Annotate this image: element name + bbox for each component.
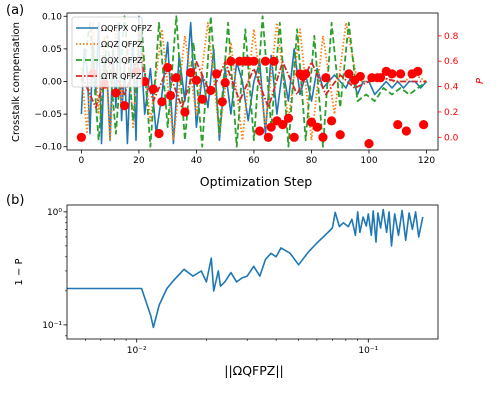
- p-marker: [335, 130, 345, 140]
- p-marker: [375, 73, 386, 83]
- p-marker: [269, 56, 279, 66]
- x-tick-label: 10⁻²: [127, 346, 147, 356]
- p-marker: [326, 116, 337, 126]
- p-marker: [148, 84, 158, 94]
- p-marker: [419, 120, 429, 130]
- x-tick-label: 0: [79, 156, 85, 166]
- p-marker: [220, 78, 230, 88]
- p-marker: [318, 132, 328, 142]
- p-marker: [217, 97, 227, 107]
- x-tick-label: 20: [133, 156, 145, 166]
- p-marker: [283, 113, 294, 123]
- p-marker: [364, 139, 374, 149]
- panel-b-y-label: 1 − P: [14, 258, 25, 285]
- panel-b-y-ticks: 10⁰ 10⁻¹: [42, 208, 67, 337]
- x-tick-label: 40: [191, 156, 203, 166]
- p-marker: [289, 132, 299, 142]
- p-marker: [206, 85, 216, 95]
- panel-b: (b) 10⁻² 10⁻¹ 10⁰ 10⁻¹ 1 − P ||ΩQFPZ||: [6, 193, 439, 378]
- p-marker: [413, 66, 423, 76]
- p-marker: [355, 71, 365, 82]
- panel-a-y2-ticks: 0.0 0.2 0.4 0.6 0.8: [438, 32, 459, 143]
- p-marker: [186, 68, 196, 78]
- p-marker: [157, 97, 167, 107]
- x-tick-label: 60: [248, 156, 260, 166]
- p-marker: [396, 69, 406, 79]
- p-marker: [301, 69, 311, 79]
- series-line-3: [80, 54, 427, 109]
- p-marker: [255, 126, 265, 136]
- p-marker: [260, 56, 271, 66]
- y2-tick-label: 0.4: [444, 83, 459, 93]
- y2-tick-label: 0.8: [444, 32, 459, 42]
- p-marker: [191, 75, 202, 85]
- y-tick-label: 0.05: [42, 45, 62, 55]
- p-marker: [119, 101, 130, 111]
- p-marker: [249, 56, 259, 66]
- panel-a-y-label: Crosstalk compensation: [11, 22, 22, 142]
- legend-label-qz: ΩQZ QFPZ: [101, 40, 143, 49]
- panel-b-series: [67, 208, 424, 329]
- p-marker: [263, 132, 273, 142]
- p-marker: [312, 122, 322, 132]
- legend-label-qfpx: ΩQFPX QFPZ: [101, 24, 153, 33]
- p-marker: [211, 69, 222, 79]
- p-marker: [278, 120, 288, 130]
- panel-a-label: (a): [6, 3, 24, 18]
- x-tick-label: 100: [360, 156, 377, 166]
- p-marker: [163, 62, 173, 73]
- x-tick-label: 80: [306, 156, 318, 166]
- y-tick-label: −0.05: [34, 110, 62, 120]
- series-line-b: [67, 208, 424, 329]
- panel-a-y-ticks: −0.10 −0.05 0.00 0.05 0.10: [34, 12, 67, 153]
- p-marker: [165, 90, 176, 101]
- panel-a-x-label: Optimization Step: [200, 174, 312, 189]
- panel-b-label: (b): [6, 193, 24, 208]
- y-tick-label: 10⁻¹: [42, 321, 62, 331]
- y2-tick-label: 0.6: [444, 57, 459, 67]
- x-tick-label: 10⁻¹: [358, 346, 378, 356]
- y-tick-label: 10⁰: [47, 208, 62, 218]
- x-tick-label: 120: [418, 156, 435, 166]
- p-marker: [321, 73, 331, 83]
- panel-a: (a) 0 20 40 60 80 100 120 −0.10 −0.05 0.00 0.05 0.…: [6, 3, 486, 189]
- p-marker: [344, 69, 354, 79]
- p-marker: [197, 94, 207, 104]
- panel-b-frame: [66, 204, 439, 340]
- p-marker: [111, 88, 121, 98]
- p-marker: [387, 69, 397, 79]
- p-marker: [266, 122, 276, 132]
- p-marker: [401, 126, 411, 136]
- p-marker: [171, 73, 181, 83]
- panel-b-x-ticks: 10⁻² 10⁻¹: [85, 339, 379, 356]
- y2-tick-label: 0.0: [444, 133, 459, 143]
- p-marker: [393, 120, 403, 130]
- y2-tick-label: 0.2: [444, 108, 458, 118]
- p-marker: [154, 128, 164, 139]
- legend-box: [71, 16, 143, 88]
- series-line-2: [80, 15, 428, 148]
- p-marker: [226, 56, 236, 66]
- panel-a-y2-label: P: [475, 77, 486, 84]
- legend: ΩQFPX QFPZ ΩQZ QFPZ ΩQX QFPZ ΩTR QFPZ: [71, 16, 153, 88]
- y-tick-label: 0.10: [42, 12, 62, 22]
- p-marker: [180, 107, 190, 117]
- panel-a-x-ticks: 0 20 40 60 80 100 120: [79, 150, 435, 166]
- legend-label-tr: ΩTR QFPZ: [101, 72, 142, 81]
- p-marker: [76, 132, 86, 142]
- legend-label-qx: ΩQX QFPZ: [101, 56, 143, 65]
- y-tick-label: 0.00: [42, 78, 62, 88]
- y-tick-label: −0.10: [34, 143, 62, 153]
- panel-b-x-label: ||ΩQFPZ||: [224, 363, 284, 378]
